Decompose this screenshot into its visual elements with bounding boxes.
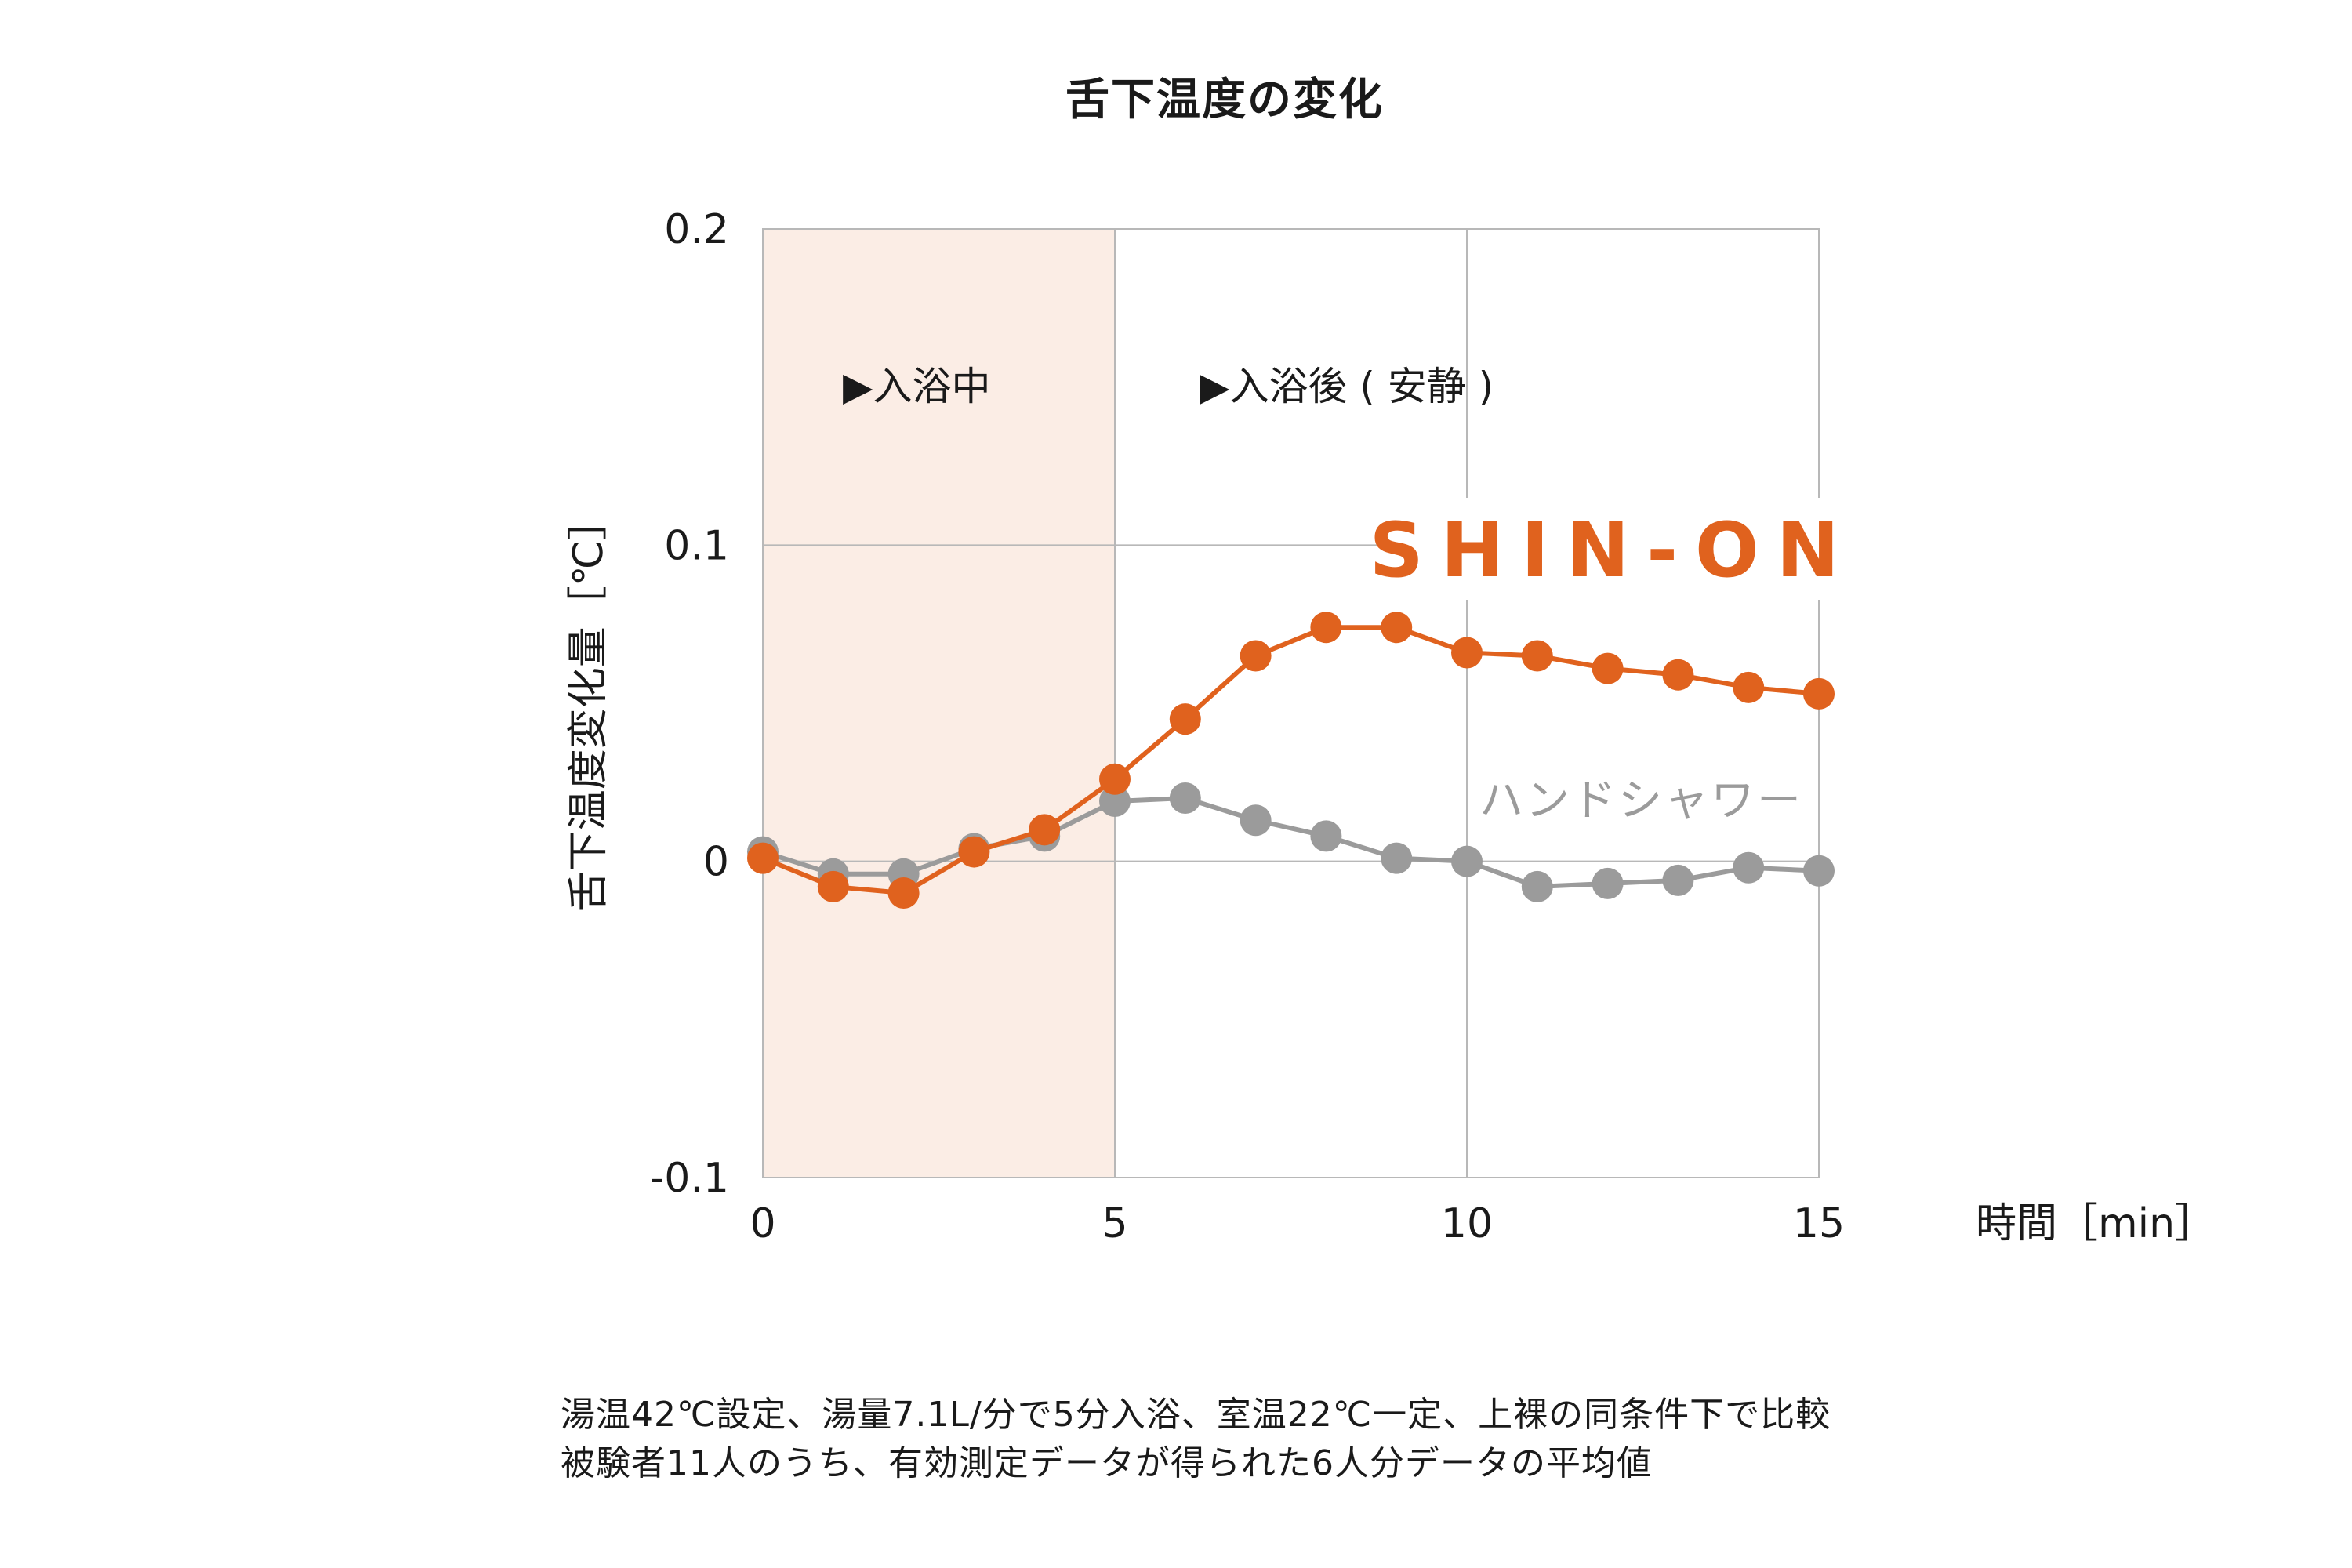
note-conditions: 湯温42℃設定、湯量7.1L/分で5分入浴、室温22℃一定、上裸の同条件下で比較 (561, 1395, 1831, 1435)
series-line-0 (760, 796, 1821, 889)
y-tick-label: 0 (703, 839, 729, 886)
series-label-shin-on: SHIN-ON (1370, 506, 1857, 594)
series-point-1 (1733, 671, 1765, 703)
series-label-hand-shower: ハンドシャワー (1479, 775, 1803, 826)
series-point-1 (887, 877, 920, 909)
series-point-1 (1592, 652, 1624, 684)
bath-region (763, 229, 1115, 1178)
series-point-1 (747, 842, 779, 874)
note-subjects: 被験者11人のうち、有効測定データが得られた6人分データの平均値 (561, 1443, 1652, 1483)
series-point-1 (1451, 637, 1483, 669)
series-point-0 (1381, 842, 1413, 874)
series-point-0 (1733, 851, 1765, 884)
series-point-1 (1029, 814, 1061, 846)
y-axis-label: 舌下温度変化量［℃］ (565, 499, 612, 912)
series-line-1 (760, 625, 1821, 895)
chart-title: 舌下温度の変化 (1065, 74, 1384, 125)
series-point-0 (1169, 782, 1201, 814)
series-point-1 (1521, 640, 1553, 672)
series-point-0 (1803, 855, 1835, 887)
series-point-0 (1592, 867, 1624, 899)
x-tick-label: 5 (1102, 1200, 1127, 1247)
x-tick-label: 15 (1793, 1200, 1845, 1247)
x-tick-label: 10 (1441, 1200, 1493, 1247)
region-label-during: ▶入浴中 (843, 364, 990, 409)
series-point-0 (1521, 870, 1553, 902)
x-tick-label: 0 (750, 1200, 775, 1247)
series-point-0 (1451, 845, 1483, 877)
y-tick-label: 0.1 (664, 522, 729, 569)
series-point-0 (1310, 820, 1342, 852)
series-point-1 (1662, 659, 1694, 691)
series-point-1 (1240, 640, 1272, 672)
shin-on-label-bg (1384, 498, 1866, 600)
y-tick-label: 0.2 (664, 206, 729, 253)
series-point-1 (958, 836, 990, 868)
series-point-1 (1099, 763, 1131, 795)
series-point-1 (1310, 612, 1342, 644)
series-point-1 (1381, 612, 1413, 644)
region-label-after: ▶入浴後 ( 安静 ) (1200, 364, 1494, 409)
y-tick-label: -0.1 (650, 1155, 729, 1202)
x-axis-label: 時間［min］ (1976, 1200, 2216, 1247)
series-point-1 (1803, 677, 1835, 710)
series-point-1 (817, 870, 849, 902)
series-point-0 (1662, 864, 1694, 896)
series-point-0 (1099, 786, 1131, 818)
series-point-1 (1169, 703, 1201, 735)
series-point-0 (1240, 804, 1272, 837)
